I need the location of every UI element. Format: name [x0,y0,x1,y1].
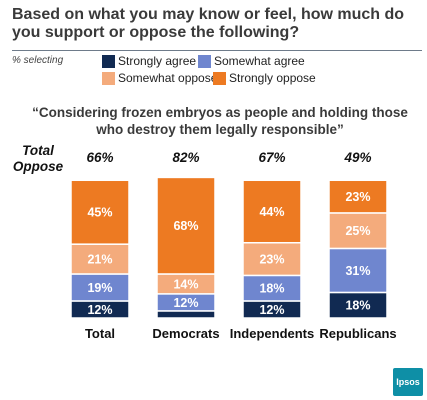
data-label: 18% [259,282,284,296]
category-label: Democrats [152,326,219,341]
title-divider [12,50,422,51]
data-label: 21% [87,253,112,267]
selecting-label: % selecting [12,55,64,66]
total-oppose-label: Total Oppose [12,143,64,174]
data-label: 23% [345,190,370,204]
legend-label: Strongly agree [118,54,197,68]
category-label: Republicans [319,326,396,341]
bar-segment-strongly-oppose [328,179,388,214]
total-oppose-value: 66% [86,150,113,165]
bar-segment-somewhat-agree [70,273,130,302]
legend-item-strongly-oppose: Strongly oppose [213,71,316,85]
legend-swatch [102,71,115,85]
legend-swatch [198,54,211,68]
legend-item-strongly-agree: Strongly agree [102,54,196,68]
bar-segment-strongly-agree [156,310,216,319]
total-oppose-value: 82% [172,150,199,165]
data-label: 12% [87,303,112,317]
bar-segment-strongly-oppose [156,176,216,275]
total-oppose-value: 49% [343,150,371,165]
data-label: 31% [345,264,370,278]
data-label: 45% [87,206,112,220]
legend-label: Somewhat oppose [118,71,218,85]
data-label: 25% [345,224,370,238]
data-label: 12% [259,303,284,317]
legend-swatch [102,54,115,68]
bar-segment-somewhat-oppose [328,212,388,250]
legend-swatch [213,71,226,85]
ipsos-logo: Ipsos [393,368,423,396]
data-label: 12% [173,296,198,310]
data-label: 19% [87,281,112,295]
legend-item-somewhat-agree: Somewhat agree [198,54,305,68]
data-label: 44% [259,205,284,219]
bar-segment-somewhat-oppose [70,243,130,275]
total-oppose-value: 67% [258,150,285,165]
data-label: 23% [259,253,284,267]
category-label: Total [85,326,115,341]
bar-segment-somewhat-oppose [242,241,302,277]
legend-label: Strongly oppose [229,71,316,85]
legend-item-somewhat-oppose: Somewhat oppose [102,71,217,85]
category-label: Independents [230,326,315,341]
bar-segment-strongly-oppose [242,179,302,244]
data-label: 68% [173,219,198,233]
bar-segment-somewhat-agree [242,274,302,302]
legend-label: Somewhat agree [214,54,305,68]
chart-title: Based on what you may know or feel, how … [12,6,405,41]
data-label: 14% [173,277,198,291]
chart-quote: “Considering frozen embryos as people an… [32,105,408,137]
data-label: 18% [345,299,370,313]
bar-segment-strongly-oppose [70,179,130,245]
